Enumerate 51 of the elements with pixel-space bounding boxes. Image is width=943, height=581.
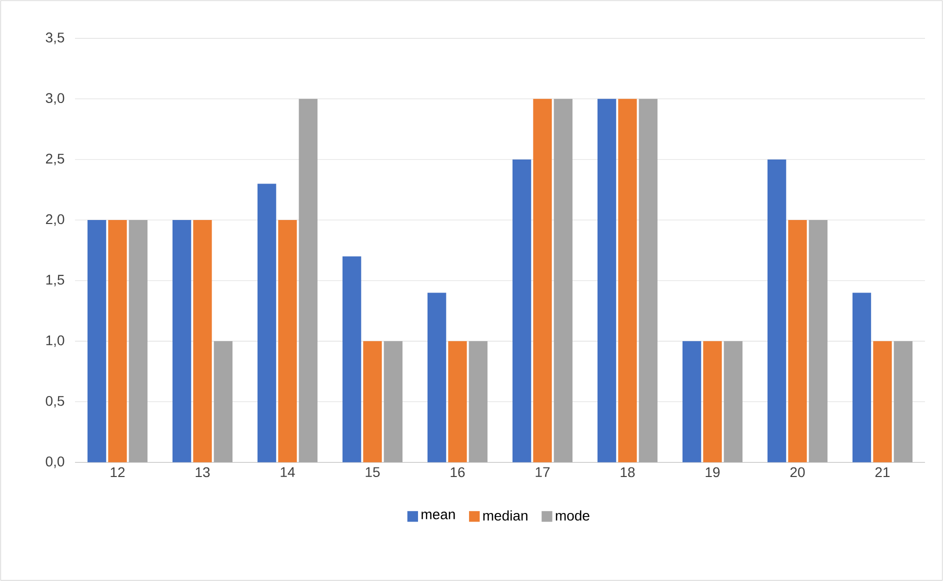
- bar: [768, 159, 786, 462]
- y-tick-label: 3,5: [46, 32, 64, 44]
- y-tick-label: 0,5: [46, 396, 64, 408]
- x-tick-label: 13: [196, 467, 210, 478]
- bar: [808, 220, 828, 462]
- bar: [512, 159, 532, 462]
- x-tick-label: 15: [366, 467, 380, 478]
- bar: [724, 341, 742, 462]
- bar: [703, 341, 722, 462]
- y-tick-label: 0,0: [46, 456, 64, 468]
- bar: [533, 98, 552, 462]
- x-tick-label: 12: [110, 467, 125, 478]
- legend-label: median: [483, 510, 528, 521]
- bar: [298, 98, 318, 462]
- bar: [448, 341, 467, 462]
- x-tick-label: 14: [280, 467, 295, 477]
- bar: [214, 341, 233, 462]
- y-tick-label: 2,0: [46, 214, 64, 226]
- bar: [598, 98, 616, 462]
- x-tick-label: 17: [536, 467, 550, 477]
- bar: [278, 220, 297, 462]
- x-tick-label: 19: [706, 467, 720, 478]
- y-tick-label: 2,5: [46, 154, 64, 166]
- bar: [852, 292, 872, 462]
- bar: [384, 341, 403, 462]
- y-tick-label: 1,0: [46, 335, 64, 347]
- y-tick-label: 3,0: [46, 93, 64, 105]
- bar: [172, 220, 192, 462]
- bar: [638, 98, 658, 462]
- x-tick-label: 20: [790, 467, 805, 478]
- bar: [873, 341, 892, 462]
- x-tick-label: 16: [450, 467, 465, 478]
- x-tick-label: 21: [875, 467, 890, 478]
- legend-label: mean: [422, 512, 455, 520]
- bar: [108, 220, 127, 462]
- bar: [468, 341, 488, 462]
- bar: [258, 184, 276, 462]
- legend-label: mode: [556, 510, 590, 521]
- bar: [894, 341, 912, 462]
- y-tick-label: 1,5: [46, 274, 64, 286]
- bar: [193, 220, 212, 462]
- bar: [363, 341, 382, 462]
- bar: [682, 341, 702, 462]
- x-tick-label: 18: [620, 467, 635, 478]
- bar: [342, 256, 362, 462]
- bar: [88, 220, 106, 462]
- bar: [788, 220, 807, 462]
- bar: [618, 98, 637, 462]
- bar: [128, 220, 148, 462]
- bar: [428, 292, 446, 462]
- bar: [554, 98, 572, 462]
